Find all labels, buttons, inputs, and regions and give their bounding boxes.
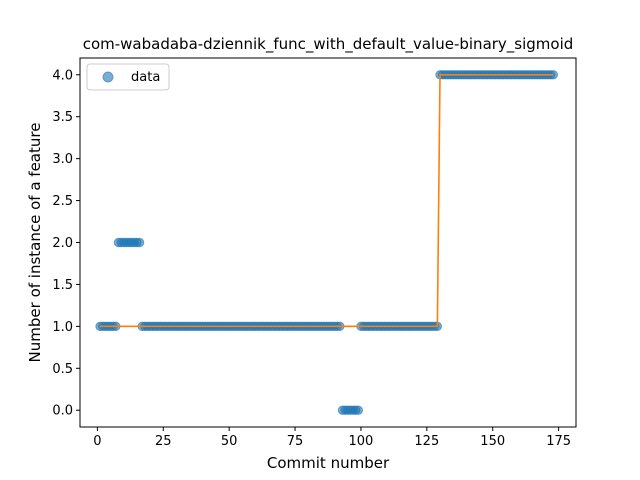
legend-box [86,63,170,91]
fit-line-layer [100,73,554,328]
y-tick-label: 2.0 [52,236,73,251]
plot-area [80,58,576,427]
y-tick-label: 1.5 [52,278,73,293]
y-tick-label: 0.0 [52,404,73,419]
x-axis-label: Commit number [267,454,390,472]
x-axis-ticks: 0 25 50 75 100 125 150 175 [93,427,571,449]
x-tick-label: 75 [287,434,304,449]
y-tick-label: 0.5 [52,362,73,377]
legend: data [86,63,170,91]
x-tick-label: 0 [93,434,101,449]
x-tick-label: 50 [221,434,238,449]
data-point [353,405,364,415]
data-point [134,237,145,248]
legend-entry-data: data [131,70,160,85]
legend-marker [102,71,114,83]
x-tick-label: 175 [546,434,571,449]
x-tick-label: 25 [155,434,172,449]
y-tick-label: 3.5 [52,110,73,125]
y-axis-label: Number of instance of a feature [26,123,44,363]
y-axis-ticks: 0.0 0.5 1.0 1.5 2.0 2.5 3.0 3.5 4.0 [52,68,80,419]
y-tick-label: 4.0 [52,68,73,83]
fit-line [100,73,554,328]
y-tick-label: 2.5 [52,194,73,209]
x-tick-label: 100 [349,434,374,449]
y-tick-label: 1.0 [52,320,73,335]
x-tick-label: 150 [480,434,505,449]
y-tick-label: 3.0 [52,152,73,167]
chart-title: com-wabadaba-dziennik_func_with_default_… [83,35,574,54]
x-tick-label: 125 [414,434,439,449]
